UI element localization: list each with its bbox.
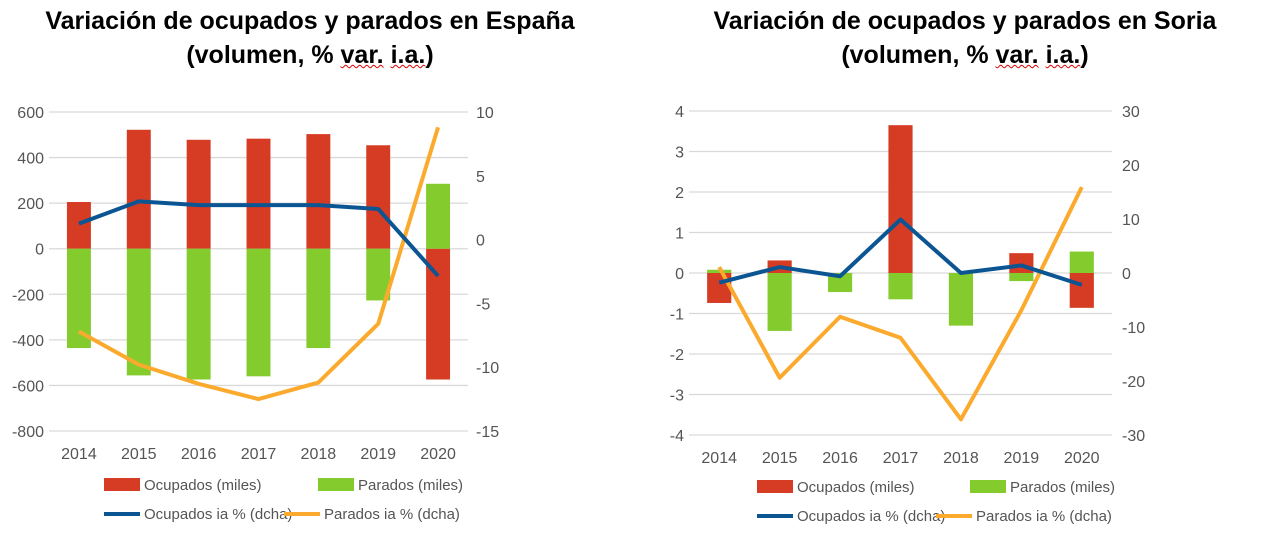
bar-parados — [246, 248, 271, 377]
x-tick-label: 2017 — [883, 450, 919, 467]
legend-label: Ocupados (miles) — [144, 477, 262, 494]
y-tick-right: -15 — [476, 424, 499, 441]
y-tick-left: -1 — [670, 307, 684, 324]
title-line-1: Variación de ocupados y parados en Españ… — [45, 7, 575, 35]
legend-label: Ocupados ia % (dcha) — [797, 508, 945, 525]
x-tick-label: 2015 — [121, 446, 157, 463]
bar-ocupados — [246, 138, 271, 249]
x-tick-label: 2020 — [1064, 450, 1100, 467]
x-tick-label: 2018 — [943, 450, 979, 467]
title-line-2: (volumen, % var. i.a.) — [186, 41, 434, 69]
bar-parados — [66, 248, 91, 349]
x-tick-label: 2016 — [822, 450, 858, 467]
title-line-2: (volumen, % var. i.a.) — [841, 41, 1089, 69]
y-tick-left: 2 — [675, 185, 684, 202]
bar-parados — [1069, 251, 1094, 273]
chart-title-espana: Variación de ocupados y parados en Españ… — [0, 4, 620, 72]
legend-swatch-ocupados — [757, 480, 793, 493]
y-tick-left: -400 — [12, 333, 44, 350]
y-tick-left: 600 — [17, 105, 44, 122]
y-tick-left: -200 — [12, 287, 44, 304]
legend-label: Ocupados ia % (dcha) — [144, 506, 292, 523]
x-tick-label: 2017 — [241, 446, 277, 463]
y-tick-right: 5 — [476, 169, 485, 186]
x-tick-label: 2015 — [762, 450, 798, 467]
y-tick-right: 20 — [1122, 158, 1140, 175]
bar-parados — [186, 248, 211, 380]
y-tick-right: 10 — [476, 105, 494, 122]
bar-parados — [827, 273, 853, 293]
legend-label: Parados ia % (dcha) — [324, 506, 460, 523]
y-tick-right: -10 — [1122, 320, 1145, 337]
line-parados-ia — [717, 186, 1084, 422]
bar-ocupados — [426, 248, 451, 380]
line-parados-ia — [77, 126, 440, 402]
y-tick-left: 4 — [675, 104, 684, 121]
bar-parados — [366, 248, 391, 301]
bar-ocupados — [1069, 273, 1094, 308]
legend-label: Parados (miles) — [358, 477, 463, 494]
bar-ocupados — [126, 129, 151, 249]
bar-parados — [767, 273, 792, 331]
y-tick-left: -600 — [12, 378, 44, 395]
x-tick-label: 2018 — [301, 446, 337, 463]
bar-parados — [707, 269, 732, 273]
line-ocupados-ia — [718, 217, 1083, 287]
bar-ocupados — [888, 125, 913, 273]
y-tick-right: 30 — [1122, 104, 1140, 121]
y-tick-left: 400 — [17, 151, 44, 168]
legend-label: Parados (miles) — [1010, 479, 1115, 496]
bar-ocupados — [707, 273, 732, 303]
legend-swatch-parados — [318, 478, 354, 491]
x-tick-label: 2016 — [181, 446, 217, 463]
bar-parados — [306, 248, 331, 349]
y-tick-left: 200 — [17, 196, 44, 213]
y-tick-left: -800 — [12, 424, 44, 441]
bar-parados — [888, 273, 913, 300]
y-tick-right: -5 — [476, 296, 490, 313]
y-tick-left: 1 — [675, 226, 684, 243]
legend-label: Parados ia % (dcha) — [976, 508, 1112, 525]
bar-ocupados — [186, 139, 211, 249]
bar-parados — [126, 248, 151, 376]
legend-swatch-ocupados — [104, 478, 140, 491]
y-tick-right: 10 — [1122, 212, 1140, 229]
y-tick-right: 0 — [1122, 266, 1131, 283]
x-tick-label: 2014 — [701, 450, 737, 467]
chart-title-soria: Variación de ocupados y parados en Soria… — [655, 4, 1275, 72]
legend-label: Ocupados (miles) — [797, 479, 915, 496]
y-tick-left: -2 — [670, 347, 684, 364]
bar-ocupados — [66, 202, 91, 249]
y-tick-left: 0 — [675, 266, 684, 283]
x-tick-label: 2014 — [61, 446, 97, 463]
bar-ocupados — [366, 145, 391, 249]
x-tick-label: 2019 — [360, 446, 396, 463]
y-tick-right: -20 — [1122, 374, 1145, 391]
bar-ocupados — [306, 134, 331, 249]
y-tick-right: -10 — [476, 360, 499, 377]
y-tick-right: 0 — [476, 233, 485, 250]
y-tick-left: 0 — [35, 242, 44, 259]
bar-parados — [426, 183, 451, 249]
line-ocupados-ia — [78, 199, 440, 278]
y-tick-left: 3 — [675, 145, 684, 162]
title-line-1: Variación de ocupados y parados en Soria — [713, 7, 1217, 35]
legend-swatch-parados — [970, 480, 1006, 493]
x-tick-label: 2019 — [1004, 450, 1040, 467]
bar-parados — [948, 273, 974, 326]
y-tick-left: -3 — [670, 388, 684, 405]
x-tick-label: 2020 — [420, 446, 456, 463]
y-tick-left: -4 — [670, 428, 684, 445]
bar-parados — [1009, 273, 1034, 282]
y-tick-right: -30 — [1122, 428, 1145, 445]
